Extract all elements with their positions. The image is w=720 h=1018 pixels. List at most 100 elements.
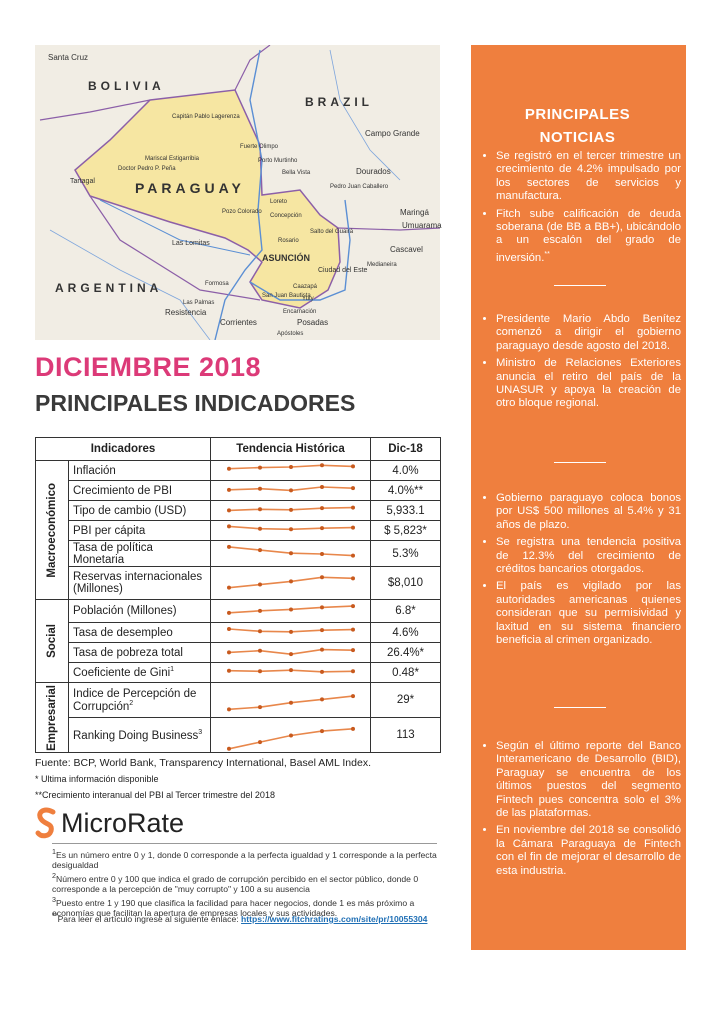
sparkline-dot xyxy=(258,705,262,710)
indicator: Tipo de cambio (USD) xyxy=(73,504,187,517)
link[interactable]: https://www.fitchratings.com/site/pr/100… xyxy=(241,913,428,924)
sparkline-dot xyxy=(227,585,231,590)
table-row: Coeficiente de Gini1 0.48* xyxy=(36,662,441,683)
indicator: Tasa de pobreza total xyxy=(73,646,183,659)
news-section: Presidente Mario Abdo Benítez comenzó a … xyxy=(478,313,681,415)
table-row: Social Población (Millones) 6.8* xyxy=(35,599,441,683)
sparkline-dot xyxy=(320,575,324,580)
trend-cell xyxy=(210,566,371,600)
sparkline xyxy=(227,668,355,674)
sparkline xyxy=(227,485,355,493)
indicator: Inflación xyxy=(73,464,116,477)
trend-cell xyxy=(210,682,371,718)
footnote-mark: 1 xyxy=(52,848,56,856)
sparkline-dot xyxy=(351,553,355,558)
sparkline-dot xyxy=(351,694,355,699)
map-label: Medianeira xyxy=(367,262,397,268)
sparkline-dot xyxy=(289,607,293,612)
map-label: BOLIVIA xyxy=(88,79,165,93)
sparkline-dot xyxy=(320,463,324,468)
map-label: Las Lomitas xyxy=(172,240,210,247)
map-label: Campo Grande xyxy=(365,129,420,138)
separator xyxy=(554,462,606,463)
news-item: Ministro de Relaciones Exteriores anunci… xyxy=(496,357,681,411)
map-label: Umuarama xyxy=(402,221,442,230)
column-header: Tendencia Histórica xyxy=(210,437,371,461)
table-row: Tasa de pobreza total 26.4%* xyxy=(36,642,441,663)
news-item: Fitch sube calificación de deuda soberan… xyxy=(496,208,681,265)
sparkline-dot xyxy=(320,647,324,652)
map-label: Fuerte Olimpo xyxy=(240,144,279,150)
indicator-cell: Tipo de cambio (USD) xyxy=(68,500,211,521)
map-label: Las Palmas xyxy=(183,300,214,306)
sparkline-dot xyxy=(289,527,293,532)
sparkline xyxy=(227,544,355,558)
sparkline-dot xyxy=(289,629,293,634)
sparkline-dot xyxy=(227,610,231,615)
sparkline-dot xyxy=(351,486,355,491)
link-note: **Para leer el artículo ingrese al sigui… xyxy=(52,912,427,924)
footnote-ref: 3 xyxy=(198,728,203,736)
footnotes: 1Es un número entre 0 y 1, donde 0 corre… xyxy=(52,843,437,919)
sparkline xyxy=(227,463,355,471)
news-item: Según el último reporte del Banco Intera… xyxy=(496,740,681,820)
indicator-cell: Coeficiente de Gini1 xyxy=(68,662,211,683)
map-label: Formosa xyxy=(205,281,229,287)
sparkline xyxy=(227,604,355,615)
trend-cell xyxy=(210,520,371,541)
news-text: Se registró en el tercer trimestre un cr… xyxy=(496,150,681,203)
separator xyxy=(554,285,606,286)
map-label: Concepción xyxy=(270,213,302,219)
news-list: Presidente Mario Abdo Benítez comenzó a … xyxy=(478,313,681,411)
news-text: Gobierno paraguayo coloca bonos por US$ … xyxy=(496,492,681,531)
value-cell: 4.0%** xyxy=(370,480,441,501)
sparkline-path xyxy=(228,728,354,750)
table-row: Tasa de política Monetaria 5.3% xyxy=(36,540,441,567)
map-label: Pedro Juan Caballero xyxy=(330,184,389,190)
subtitle: PRINCIPALES INDICADORES xyxy=(35,390,356,416)
indicator: Tasa de desempleo xyxy=(73,626,173,639)
sparkline-dot xyxy=(351,669,355,674)
map-label: San Juan Bautista xyxy=(262,293,311,299)
value-cell: 5,933.1 xyxy=(370,500,441,521)
indicator: Población (Millones) xyxy=(73,605,177,617)
source-note: **Crecimiento interanual del PBI al Terc… xyxy=(35,790,275,800)
table-row: Macroeconómico Inflación 4.0% xyxy=(35,460,441,600)
sparkline-dot xyxy=(351,726,355,731)
sparkline-dot xyxy=(351,505,355,510)
sparkline-dot xyxy=(289,551,293,556)
indicator: Tasa de política Monetaria xyxy=(73,541,153,566)
source-note: * Ultima información disponible xyxy=(35,774,159,784)
sparkline-dot xyxy=(258,608,262,613)
table-row: Reservas internacionales (Millones) $8,01… xyxy=(36,566,441,600)
sparkline-dot xyxy=(258,548,262,553)
news-item: Se registra una tendencia positiva de 12… xyxy=(496,536,681,576)
trend-cell xyxy=(210,622,371,643)
news-section: Gobierno paraguayo coloca bonos por US$ … xyxy=(478,492,681,651)
indicator: Coeficiente de Gini xyxy=(73,666,171,679)
sparkline-dot xyxy=(227,746,231,751)
sparkline-dot xyxy=(289,507,293,512)
value-cell: 29* xyxy=(370,682,441,718)
sparkline-dot xyxy=(258,669,262,674)
map-label: Caazapá xyxy=(293,284,318,290)
indicator-cell: Inflación xyxy=(68,460,211,481)
footnote: 3Puesto entre 1 y 190 que clasifica la f… xyxy=(52,895,437,919)
value-cell: 4.0% xyxy=(370,460,441,481)
map-label: PARAGUAY xyxy=(135,180,245,196)
table-row: Ranking Doing Business3 113 xyxy=(36,717,441,753)
group-cell: Social xyxy=(35,599,69,683)
logo-text: MicroRate xyxy=(61,807,185,838)
map-label: Resistencia xyxy=(165,308,207,317)
footnote-text: Número entre 0 y 100 que indica el grado… xyxy=(52,873,419,895)
sparkline-dot xyxy=(320,628,324,633)
value-cell: 113 xyxy=(370,717,441,753)
column-header: Dic-18 xyxy=(370,437,441,461)
news-text: Ministro de Relaciones Exteriores anunci… xyxy=(496,357,681,410)
sparkline-dot xyxy=(258,507,262,512)
table-row: Crecimiento de PBI 4.0%** xyxy=(36,480,441,501)
map: Santa Cruz BOLIVIA BRAZIL Capitán Pablo Lag… xyxy=(35,45,442,340)
map-label: BRAZIL xyxy=(305,95,373,109)
trend-cell xyxy=(210,500,371,521)
sparkline-dot xyxy=(351,648,355,653)
